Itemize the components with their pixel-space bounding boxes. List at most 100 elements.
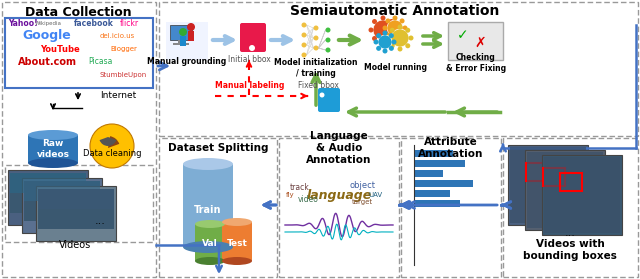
Bar: [5, 165, 153, 242]
Text: YouTube: YouTube: [40, 44, 80, 54]
Bar: [525, 150, 605, 230]
Ellipse shape: [28, 130, 78, 140]
Bar: [415, 160, 465, 167]
Bar: [159, 138, 277, 277]
Circle shape: [372, 36, 377, 41]
Text: video: video: [298, 196, 319, 205]
Circle shape: [301, 42, 307, 47]
Bar: [415, 180, 473, 187]
Circle shape: [392, 28, 397, 32]
Circle shape: [301, 32, 307, 37]
Bar: [279, 138, 399, 277]
Text: ...: ...: [564, 228, 575, 238]
Ellipse shape: [195, 257, 225, 265]
Circle shape: [383, 25, 387, 30]
Bar: [178, 40, 184, 43]
Circle shape: [319, 93, 324, 97]
Circle shape: [376, 33, 381, 38]
Text: Blogger: Blogger: [110, 46, 137, 52]
Circle shape: [385, 18, 390, 23]
Circle shape: [301, 52, 307, 57]
Bar: [560, 173, 582, 191]
Circle shape: [326, 37, 330, 42]
Circle shape: [389, 36, 394, 41]
Wedge shape: [100, 137, 116, 146]
Bar: [415, 190, 450, 197]
Circle shape: [405, 28, 410, 33]
Bar: [415, 150, 453, 157]
Text: object: object: [350, 182, 376, 191]
Circle shape: [392, 35, 397, 40]
Circle shape: [397, 47, 403, 52]
Circle shape: [391, 29, 409, 47]
Circle shape: [376, 46, 381, 51]
Bar: [22, 178, 102, 233]
Circle shape: [403, 25, 408, 30]
Text: StumbleUpon: StumbleUpon: [100, 72, 147, 78]
Text: Language
& Audio
Annotation: Language & Audio Annotation: [307, 131, 372, 165]
Circle shape: [301, 23, 307, 28]
Bar: [508, 145, 588, 225]
Circle shape: [378, 35, 392, 49]
Text: Internet: Internet: [100, 90, 136, 100]
Text: Model running: Model running: [364, 64, 426, 73]
Bar: [448, 22, 503, 60]
Text: Initial bbox: Initial bbox: [228, 56, 270, 64]
Text: language: language: [307, 189, 372, 201]
Ellipse shape: [183, 158, 233, 170]
Ellipse shape: [222, 218, 252, 226]
Text: track: track: [290, 184, 310, 193]
Text: Wikipedia: Wikipedia: [35, 21, 62, 27]
Bar: [36, 186, 116, 241]
Circle shape: [249, 45, 255, 51]
Text: Attribute
Annotation: Attribute Annotation: [419, 137, 484, 159]
Bar: [170, 25, 192, 40]
Circle shape: [369, 28, 374, 32]
Circle shape: [399, 33, 404, 38]
Text: flickr: flickr: [120, 20, 139, 28]
Circle shape: [385, 33, 390, 38]
Bar: [542, 155, 622, 235]
Text: Dataset Splitting: Dataset Splitting: [168, 143, 268, 153]
Circle shape: [187, 23, 195, 31]
Circle shape: [374, 40, 378, 44]
Circle shape: [392, 16, 397, 20]
Text: facebook: facebook: [74, 20, 114, 28]
Circle shape: [389, 46, 394, 51]
Circle shape: [372, 19, 377, 24]
Text: Fixed bbox: Fixed bbox: [298, 81, 339, 90]
Circle shape: [387, 20, 403, 36]
Ellipse shape: [195, 220, 225, 228]
Bar: [526, 163, 548, 181]
Bar: [544, 157, 620, 233]
Text: Raw
videos: Raw videos: [36, 139, 70, 159]
Circle shape: [381, 40, 385, 44]
Text: Val: Val: [202, 239, 218, 249]
Circle shape: [314, 35, 319, 40]
Text: Data cleaning: Data cleaning: [83, 148, 141, 158]
Text: ✗: ✗: [474, 36, 486, 50]
Text: fly: fly: [285, 192, 294, 198]
Bar: [222, 222, 252, 261]
Wedge shape: [108, 136, 119, 148]
Circle shape: [383, 30, 387, 35]
Circle shape: [399, 18, 404, 23]
Bar: [10, 173, 86, 193]
Circle shape: [373, 20, 393, 40]
Bar: [180, 36, 186, 46]
Bar: [10, 173, 86, 213]
Text: Manual grounding: Manual grounding: [147, 57, 227, 66]
Text: Yahoo!: Yahoo!: [8, 20, 38, 28]
Bar: [173, 43, 189, 45]
Text: Videos: Videos: [59, 240, 91, 250]
Circle shape: [314, 25, 319, 30]
Bar: [28, 135, 78, 163]
Bar: [188, 31, 194, 41]
Text: Picasa: Picasa: [88, 57, 113, 66]
Bar: [24, 181, 100, 201]
Text: ...: ...: [95, 216, 106, 226]
Text: ✓: ✓: [457, 28, 469, 42]
Circle shape: [397, 25, 403, 30]
Bar: [503, 138, 638, 277]
Circle shape: [390, 43, 395, 48]
